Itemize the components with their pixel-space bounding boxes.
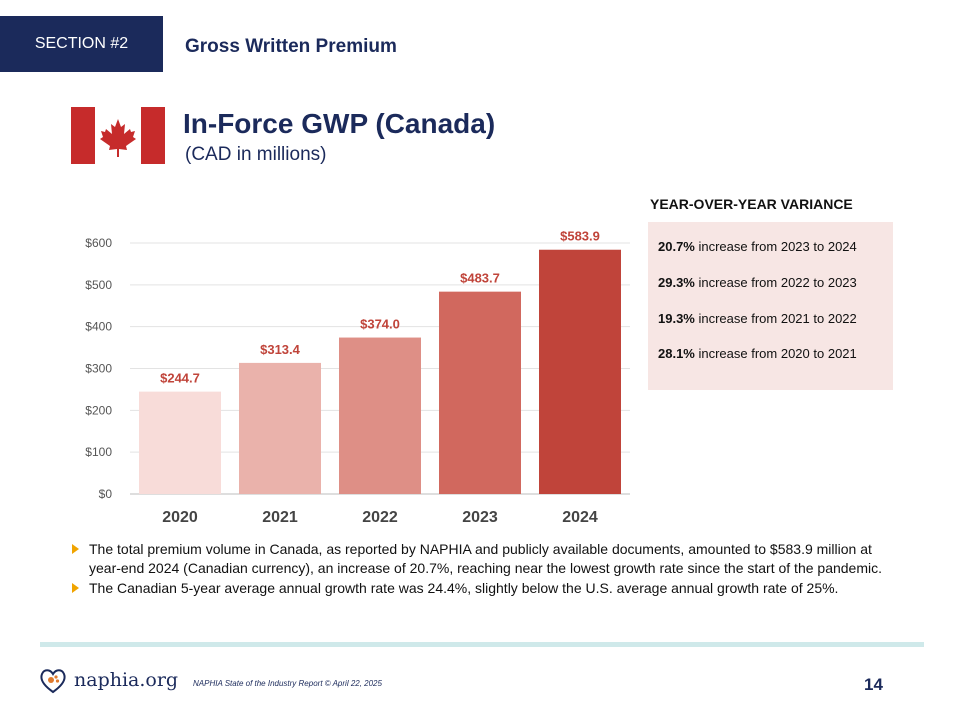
data-label: $313.4 [260,342,301,357]
y-tick-label: $200 [85,403,112,417]
x-tick-label: 2021 [262,509,298,526]
bar [239,362,321,494]
variance-item: 20.7% increase from 2023 to 2024 [658,239,857,254]
data-label: $583.9 [560,229,600,244]
y-tick-label: $400 [85,320,112,334]
x-tick-label: 2023 [462,509,498,526]
summary-bullets: The total premium volume in Canada, as r… [72,540,902,599]
variance-box: 20.7% increase from 2023 to 2024 29.3% i… [648,222,893,390]
naphia-logo: naphia.org [38,665,178,695]
page-title: In-Force GWP (Canada) [183,108,496,139]
y-tick-label: $0 [99,487,113,501]
footer-divider [40,642,924,647]
bar [539,249,621,494]
bar [439,291,521,494]
variance-pct: 19.3% [658,311,695,326]
variance-heading: YEAR-OVER-YEAR VARIANCE [650,196,853,212]
data-label: $244.7 [160,371,200,386]
variance-pct: 28.1% [658,346,695,361]
variance-item: 19.3% increase from 2021 to 2022 [658,311,857,326]
section-tab: SECTION #2 [0,16,163,72]
footer-note: NAPHIA State of the Industry Report © Ap… [193,679,382,688]
bullet-text: The Canadian 5-year average annual growt… [89,580,839,596]
y-tick-label: $100 [85,445,112,459]
x-tick-label: 2022 [362,509,398,526]
data-label: $374.0 [360,317,400,332]
bar [139,391,221,494]
variance-text: increase from 2022 to 2023 [694,275,857,290]
y-tick-label: $600 [85,236,112,250]
bullet-text: The total premium volume in Canada, as r… [89,541,883,576]
y-tick-label: $300 [85,362,112,376]
heart-paw-icon [40,669,66,694]
section-title: Gross Written Premium [185,36,397,57]
variance-text: increase from 2023 to 2024 [694,239,857,254]
x-tick-label: 2024 [562,509,598,526]
gwp-bar-chart: $0 $100 $200 $300 $400 $500 $600 $244.7 2020 $313… [85,229,630,526]
page-number: 14 [864,675,883,694]
page-subtitle: (CAD in millions) [185,144,327,165]
variance-pct: 20.7% [658,239,695,254]
variance-item: 29.3% increase from 2022 to 2023 [658,275,857,290]
x-tick-label: 2020 [162,509,198,526]
section-label: SECTION #2 [34,35,129,52]
y-tick-label: $500 [85,278,112,292]
bar [339,337,421,494]
bullet-item: The total premium volume in Canada, as r… [72,540,902,578]
variance-text: increase from 2020 to 2021 [694,346,857,361]
canada-flag-icon [71,107,165,164]
variance-text: increase from 2021 to 2022 [694,311,857,326]
logo-text: naphia.org [74,669,179,691]
variance-pct: 29.3% [658,275,695,290]
variance-item: 28.1% increase from 2020 to 2021 [658,346,857,361]
data-label: $483.7 [460,271,500,286]
bullet-arrow-icon [72,544,79,554]
bullet-arrow-icon [72,583,79,593]
bullet-item: The Canadian 5-year average annual growt… [72,579,902,598]
